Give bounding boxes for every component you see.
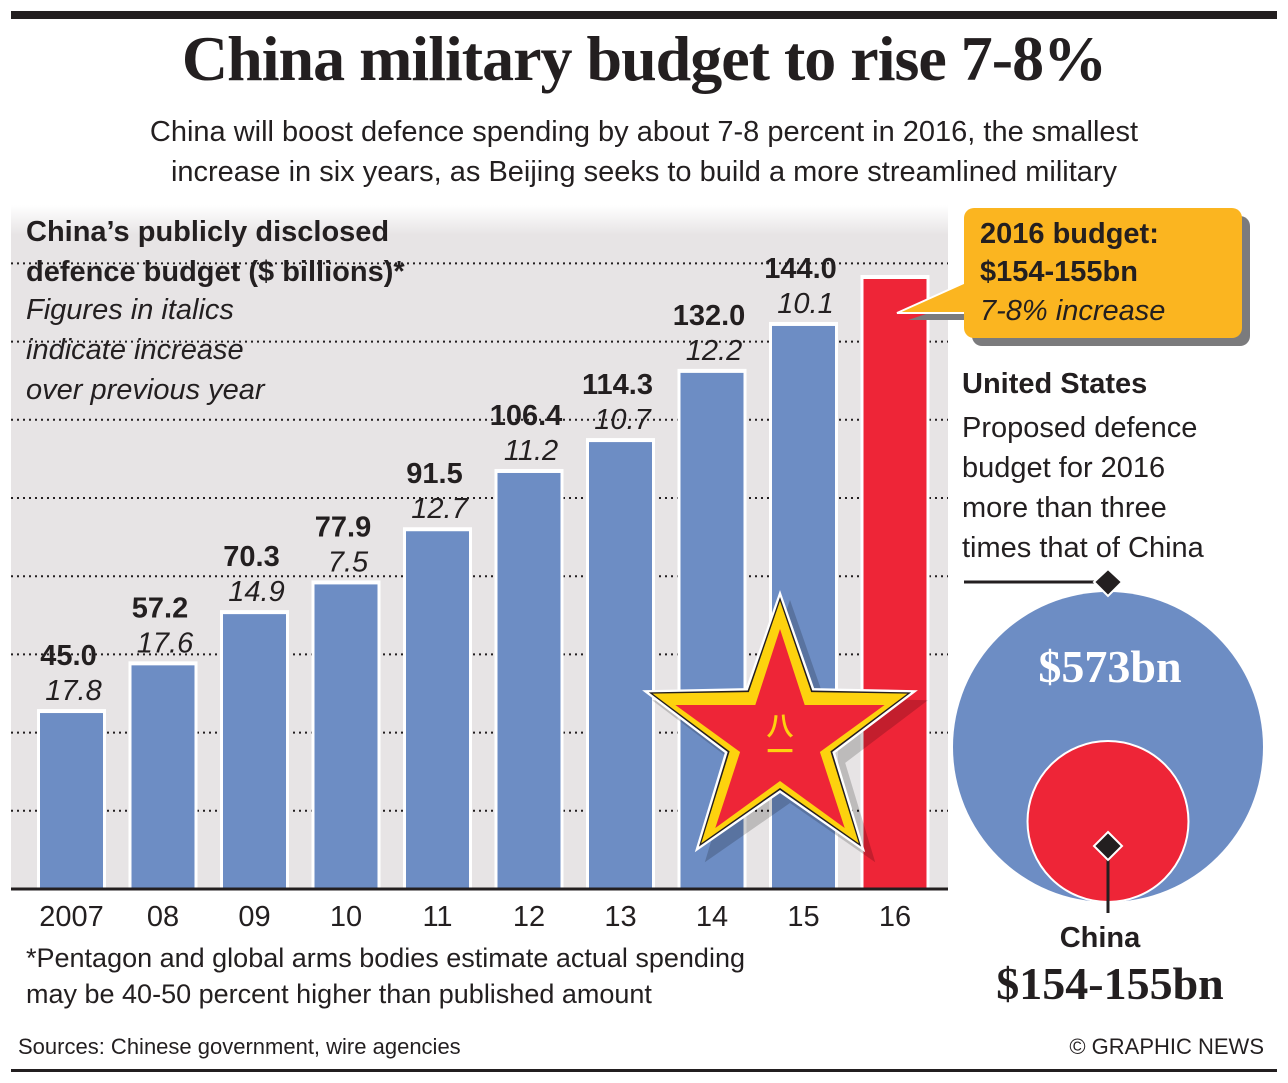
subtitle-line-2: increase in six years, as Beijing seeks …: [170, 156, 1118, 188]
bar-increase-label: 10.1: [777, 288, 833, 320]
comparison-circles: [953, 567, 1263, 913]
footnote-line-1: *Pentagon and global arms bodies estimat…: [26, 943, 745, 973]
chart-note: Figures in italics indicate increase ove…: [26, 290, 265, 410]
footnote-line-2: may be 40-50 percent higher than publish…: [26, 979, 652, 1009]
bar-increase-label: 12.7: [411, 493, 469, 525]
us-desc-line: times that of China: [962, 532, 1204, 564]
chart-heading: China’s publicly disclosed defence budge…: [26, 212, 405, 292]
bar-increase-label: 17.6: [137, 627, 194, 659]
x-tick-label: 09: [238, 901, 270, 933]
bar-value-label: 132.0: [673, 300, 746, 332]
credit: © GRAPHIC NEWS: [1069, 1034, 1264, 1059]
x-tick-label: 13: [604, 901, 636, 933]
china-diamond-icon: [1092, 830, 1124, 862]
x-axis-ticks: 2007 08 09 10 11 12 13 14 15 16: [39, 901, 911, 933]
bar: [223, 614, 286, 889]
sources: Sources: Chinese government, wire agenci…: [18, 1034, 461, 1059]
chart-note-line-2: indicate increase: [26, 334, 244, 366]
bar-increase-label: 12.2: [686, 335, 742, 367]
bar-increase-label: 7.5: [328, 546, 369, 578]
x-tick-label: 11: [422, 901, 452, 933]
x-tick-label: 08: [147, 901, 179, 933]
bar: [40, 713, 103, 889]
star-glyph: 八一: [767, 712, 794, 768]
x-tick-label: 12: [513, 901, 545, 933]
bar-labels: 45.017.8 57.217.6 70.314.9 77.97.5 91.512.7 1…: [40, 253, 837, 707]
us-desc-line: budget for 2016: [962, 452, 1166, 484]
us-diamond-icon: [1092, 567, 1124, 598]
us-value-label: $573bn: [1038, 641, 1182, 692]
china-value-label: $154-155bn: [996, 958, 1224, 1009]
x-tick-label: 14: [696, 901, 728, 933]
callout-title: 2016 budget:: [980, 218, 1159, 250]
bar-value-label: 77.9: [315, 511, 371, 543]
footnote: *Pentagon and global arms bodies estimat…: [26, 940, 745, 1012]
star-emblem-icon: 八一: [642, 590, 928, 863]
bar-value-label: 91.5: [406, 458, 462, 490]
bar-increase-label: 10.7: [594, 404, 652, 436]
callout-amount: $154-155bn: [980, 256, 1138, 288]
chart-heading-line-1: China’s publicly disclosed: [26, 216, 390, 248]
bar: [131, 665, 195, 889]
bar-value-label: 114.3: [582, 369, 653, 401]
chart-heading-line-2: defence budget ($ billions)*: [26, 256, 405, 288]
bar-increase-label: 17.8: [45, 675, 101, 707]
bar-value-label: 57.2: [132, 592, 188, 624]
bar: [589, 442, 652, 889]
bar: [497, 472, 561, 889]
subtitle-line-1: China will boost defence spending by abo…: [149, 116, 1139, 148]
chart-note-line-1: Figures in italics: [26, 294, 234, 326]
bar-increase-label: 11.2: [504, 435, 558, 467]
china-label: China: [1059, 922, 1141, 954]
star-red: [675, 629, 885, 828]
bottom-rule: [11, 1069, 1277, 1072]
bar-increase-label: 14.9: [228, 576, 284, 608]
bar: [406, 531, 469, 889]
us-description: Proposed defence budget for 2016 more th…: [962, 408, 1282, 568]
page-title: China military budget to rise 7-8%: [181, 23, 1107, 94]
bar: [314, 584, 378, 889]
budget-callout: 2016 budget: $154-155bn 7-8% increase: [964, 208, 1242, 338]
bar-value-label: 144.0: [764, 253, 837, 285]
x-tick-label: 10: [330, 901, 362, 933]
us-desc-line: Proposed defence: [962, 412, 1198, 444]
bar-value-label: 106.4: [490, 400, 563, 432]
us-desc-line: more than three: [962, 492, 1167, 524]
subtitle: China will boost defence spending by abo…: [0, 112, 1288, 192]
x-tick-label: 15: [787, 901, 819, 933]
bar-value-label: 45.0: [40, 640, 96, 672]
callout-increase: 7-8% increase: [980, 295, 1166, 327]
us-title: United States: [962, 368, 1148, 400]
bar: [863, 279, 927, 889]
x-tick-label: 16: [879, 901, 911, 933]
bar-value-label: 70.3: [223, 541, 279, 573]
chart-note-line-3: over previous year: [26, 374, 265, 406]
x-tick-label: 2007: [39, 901, 104, 933]
top-rule: [11, 11, 1277, 19]
